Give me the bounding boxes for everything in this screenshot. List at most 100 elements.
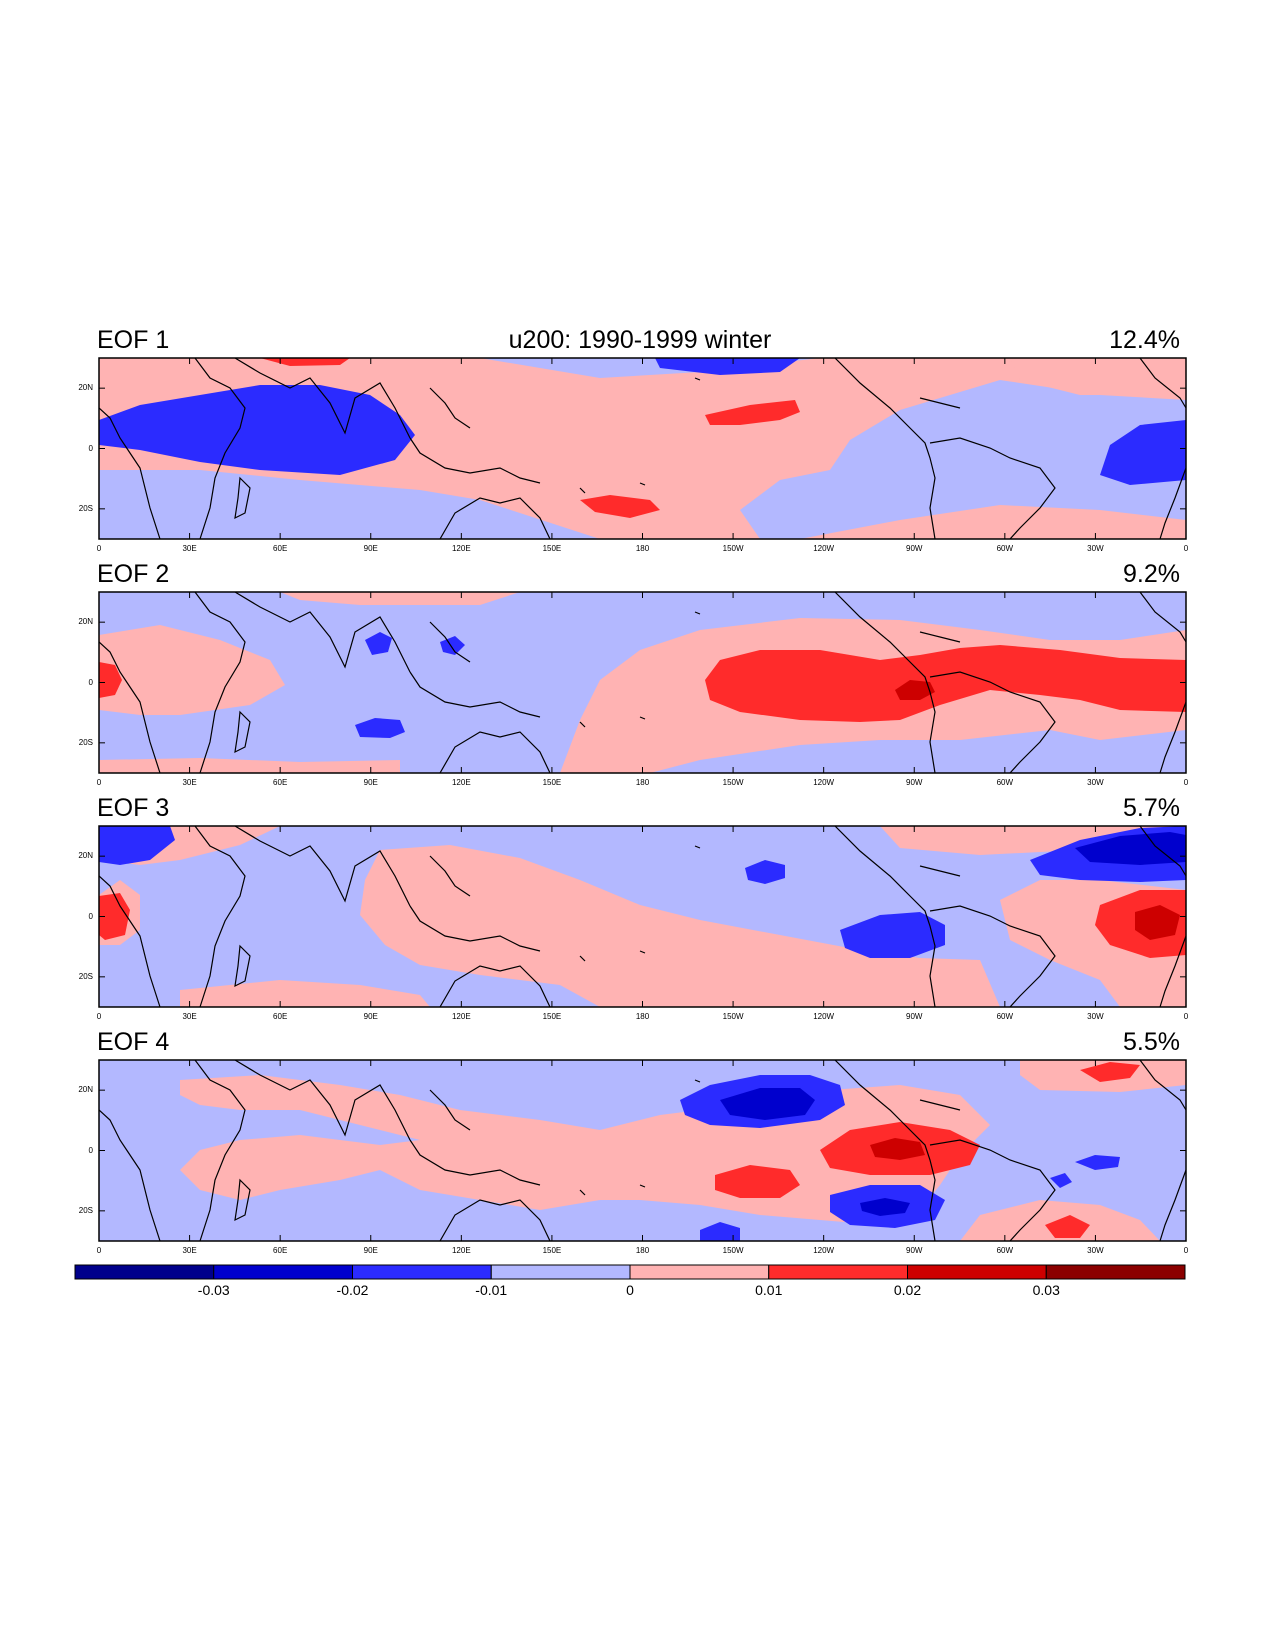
panel-2-map <box>99 592 1186 773</box>
panel-2-xtick-label-5: 150E <box>542 778 562 787</box>
coastlines <box>99 358 1186 1241</box>
panel-4-negative-region-south-edge <box>700 1222 740 1241</box>
panel-2-xtick-label-10: 60W <box>996 778 1014 787</box>
panel-2-xtick-label-9: 90W <box>906 778 923 787</box>
panel-1-strong-positive-region-north <box>260 358 350 366</box>
panel-4-map <box>99 1060 1186 1241</box>
colorbar-segment-1 <box>213 1264 353 1280</box>
panel-1-coastline-2 <box>234 358 411 439</box>
colorbar-label-5: 0.02 <box>893 1282 922 1298</box>
panel-4-negative-region-small-east <box>1075 1155 1120 1170</box>
panel-4-strong-negative-region-south <box>860 1198 910 1216</box>
panel-1-coastlines <box>99 358 1186 539</box>
panel-1-xtick-label-6: 180 <box>635 544 650 553</box>
figure-title: u200: 1990-1999 winter <box>508 326 772 354</box>
panel-4-coastline-8 <box>929 1139 1056 1241</box>
panel-4-strong-negative-region <box>720 1088 815 1120</box>
panel-1-xtick-label-11: 30W <box>1087 544 1104 553</box>
panel-2-coastlines <box>99 592 1186 773</box>
panel-2-negative-region-3 <box>355 718 405 738</box>
panel-4-xtick-label-12: 0 <box>1183 1246 1189 1255</box>
panel-1-coastline-5 <box>234 476 251 520</box>
panel-3-coastline-8 <box>929 905 1056 1007</box>
panel-2-ytick-label-0: 20N <box>78 617 93 627</box>
panel-3-xtick-label-7: 150W <box>722 1012 744 1021</box>
panel-1-ytick-label-0: 20N <box>78 383 93 393</box>
panel-4-coastline-6 <box>439 1199 551 1241</box>
panel-2-xtick-label-2: 60E <box>273 778 288 787</box>
panel-2-negative-region-1 <box>365 632 392 655</box>
colorbar-segment-2 <box>352 1264 492 1280</box>
panel-1-coastline-11 <box>1159 467 1186 539</box>
colorbar-label-4: 0.01 <box>755 1282 783 1298</box>
colorbar-label-6: 0.03 <box>1032 1282 1060 1298</box>
panel-2-positive-region-west <box>99 625 285 715</box>
panel-2-coastline-9 <box>919 631 961 643</box>
colorbar-label-3: 0 <box>626 1282 634 1298</box>
panel-4-xtick-label-8: 120W <box>813 1246 835 1255</box>
panel-2-xtick-label-11: 30W <box>1087 778 1104 787</box>
panel-2-xtick-label-1: 30E <box>182 778 197 787</box>
panel-1-map <box>99 358 1186 539</box>
panel-1-xtick-label-1: 30E <box>182 544 197 553</box>
panel-4-variance: 5.5% <box>1123 1028 1180 1056</box>
panel-2-coastline-13 <box>579 721 586 728</box>
colorbar-segment-6 <box>907 1264 1047 1280</box>
panel-3-ytick-label-0: 20N <box>78 851 93 861</box>
panel-3-ytick-label-1: 0 <box>88 911 93 921</box>
panel-4-xtick-label-10: 60W <box>996 1246 1014 1255</box>
panel-3-ytick-label-2: 20S <box>78 971 93 981</box>
panel-4-xtick-label-5: 150E <box>542 1246 562 1255</box>
panel-2-coastline-12 <box>694 611 701 615</box>
panel-3-coastline-3 <box>409 905 541 952</box>
panel-4-xtick-label-3: 90E <box>363 1246 378 1255</box>
panel-1-xtick-label-4: 120E <box>451 544 471 553</box>
panel-4-xtick-label-9: 90W <box>906 1246 923 1255</box>
panel-4-coastline-1 <box>194 1060 246 1241</box>
panel-1-positive-region-north <box>99 358 180 400</box>
panel-3-xtick-label-0: 0 <box>96 1012 102 1021</box>
colorbar-label-2: -0.01 <box>475 1282 508 1298</box>
panel-4-coastline-11 <box>1159 1169 1186 1241</box>
panel-3-coastline-12 <box>694 845 701 849</box>
panel-2-xtick-label-0: 0 <box>96 778 102 787</box>
panel-4-coastline-2 <box>234 1060 411 1141</box>
panel-3-map <box>99 826 1186 1007</box>
panel-3-coastline-9 <box>919 865 961 877</box>
panel-3-coastline-1 <box>194 826 246 1007</box>
panel-2-coastline-8 <box>929 671 1056 773</box>
panel-4-xtick-label-0: 0 <box>96 1246 102 1255</box>
panel-3-xtick-label-2: 60E <box>273 1012 288 1021</box>
panel-1-xtick-label-12: 0 <box>1183 544 1189 553</box>
colorbar <box>74 1264 1186 1280</box>
panel-4-coastline-9 <box>919 1099 961 1111</box>
panel-4-coastline-5 <box>234 1178 251 1222</box>
panel-3-positive-region-northeast <box>880 826 1186 855</box>
panel-1-xtick-label-2: 60E <box>273 544 288 553</box>
panel-3-xtick-label-11: 30W <box>1087 1012 1104 1021</box>
panel-2-coastline-3 <box>409 671 541 718</box>
panel-3-coastline-10 <box>1139 826 1186 877</box>
panel-1-coastline-6 <box>439 497 551 539</box>
panel-2-coastline-6 <box>439 731 551 773</box>
panel-1-coastline-14 <box>639 482 646 486</box>
panel-1-xtick-label-9: 90W <box>906 544 923 553</box>
panel-1-xtick-label-3: 90E <box>363 544 378 553</box>
panel-1-xtick-label-0: 0 <box>96 544 102 553</box>
panel-1-label: EOF 1 <box>97 326 170 354</box>
panel-4-ytick-label-2: 20S <box>78 1205 93 1215</box>
panel-3-xtick-label-5: 150E <box>542 1012 562 1021</box>
panel-1-positive-region-south <box>800 505 1186 539</box>
panel-3-coastline-11 <box>1159 935 1186 1007</box>
panel-2-xtick-label-4: 120E <box>451 778 471 787</box>
panel-1-coastline-9 <box>919 397 961 409</box>
panel-2-strong-positive-region <box>705 645 1186 722</box>
panel-1-negative-region-east <box>1100 420 1186 485</box>
panel-2-coastline-7 <box>834 592 936 773</box>
panel-1-coastline-7 <box>834 358 936 539</box>
panel-2-coastline-5 <box>234 710 251 754</box>
colorbar-label-1: -0.02 <box>336 1282 369 1298</box>
panel-1-xtick-label-8: 120W <box>813 544 835 553</box>
panel-3-coastline-2 <box>234 826 411 907</box>
panel-2-coastline-4 <box>429 621 471 663</box>
